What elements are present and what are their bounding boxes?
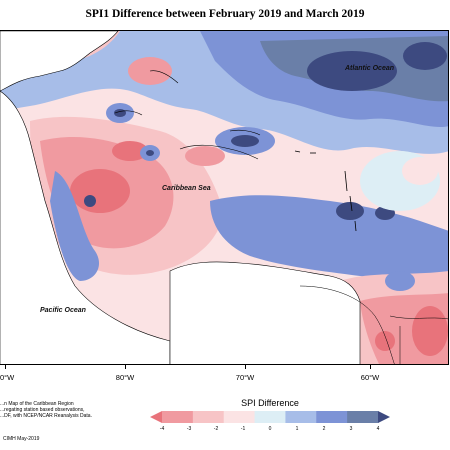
legend-colorbar bbox=[150, 411, 390, 423]
map-title: SPI1 Difference between February 2019 an… bbox=[85, 8, 365, 20]
legend-tick-label: 0 bbox=[268, 426, 272, 432]
lon-tick-90w bbox=[5, 365, 6, 369]
spi-map: Atlantic Ocean Caribbean Sea Pacific Oce… bbox=[0, 30, 449, 365]
atlantic-ocean-label: Atlantic Ocean bbox=[345, 65, 395, 72]
lon-label-80w: 80°W bbox=[115, 373, 135, 382]
legend-swatch bbox=[223, 411, 256, 423]
legend-swatch bbox=[347, 411, 379, 423]
lon-tick-70w bbox=[245, 365, 246, 369]
legend-swatch bbox=[254, 411, 286, 423]
legend-tick-label: 1 bbox=[295, 426, 299, 432]
map-credit: CIMH May-2019 bbox=[3, 436, 40, 442]
legend-tick-label: 3 bbox=[349, 426, 353, 432]
legend-swatch bbox=[162, 411, 194, 423]
legend-swatch bbox=[150, 411, 162, 423]
legend-swatch bbox=[316, 411, 348, 423]
lon-tick-80w bbox=[125, 365, 126, 369]
legend-tick-label: -3 bbox=[186, 426, 192, 432]
lon-tick-60w bbox=[370, 365, 371, 369]
legend-tick-label: 4 bbox=[376, 426, 380, 432]
legend-tick-label: -1 bbox=[240, 426, 246, 432]
lon-label-60w: 60°W bbox=[360, 373, 380, 382]
map-caption: ...n Map of the Caribbean Region ...rega… bbox=[0, 401, 120, 420]
caption-line: ...regating station based observations, bbox=[0, 407, 85, 414]
legend-title: SPI Difference bbox=[241, 398, 299, 408]
legend-tick-label: 2 bbox=[322, 426, 326, 432]
caribbean-sea-label: Caribbean Sea bbox=[162, 185, 211, 192]
legend-tick-label: -4 bbox=[159, 426, 165, 432]
lon-label-90w: 90°W bbox=[0, 373, 15, 382]
caption-line: ...DF, with NCEP/NCAR Reanalysis Data. bbox=[0, 413, 92, 420]
legend-swatch bbox=[285, 411, 317, 423]
pacific-ocean-label: Pacific Ocean bbox=[40, 307, 86, 314]
legend-tick-label: -2 bbox=[213, 426, 219, 432]
legend-swatch bbox=[378, 411, 390, 423]
legend-swatch bbox=[192, 411, 225, 423]
lon-label-70w: 70°W bbox=[235, 373, 255, 382]
caption-line: ...n Map of the Caribbean Region bbox=[0, 401, 74, 407]
spi-difference-map-graphic bbox=[0, 31, 448, 364]
